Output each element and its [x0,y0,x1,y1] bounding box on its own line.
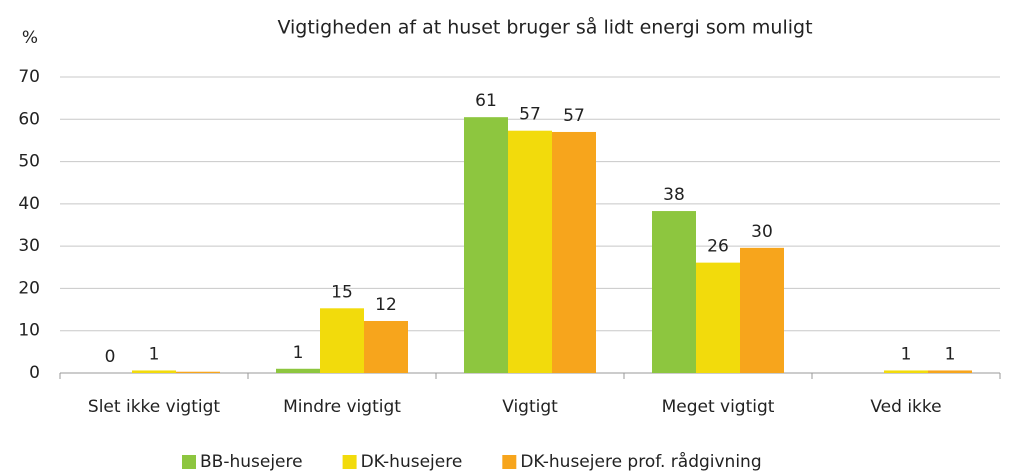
legend-swatch [182,455,196,469]
x-tick-label: Vigtigt [502,397,558,417]
bar [276,368,320,373]
data-label: 26 [707,237,729,257]
data-label: 12 [375,295,397,315]
x-tick-label: Mindre vigtigt [283,397,401,417]
data-label: 15 [331,282,353,302]
y-tick-label: 50 [18,152,40,172]
bar [740,247,784,373]
data-label: 1 [901,344,912,364]
data-label: 57 [519,105,541,125]
y-axis-label: % [22,28,38,48]
bar [176,371,220,373]
bar [132,370,176,373]
data-label: 38 [663,185,685,205]
x-tick-label: Meget vigtigt [662,397,775,417]
bar [552,131,596,373]
y-tick-label: 70 [18,67,40,87]
data-label: 30 [751,222,773,242]
x-tick-label: Slet ikke vigtigt [88,397,220,417]
legend-swatch [342,455,357,469]
legend-swatch [502,455,517,469]
y-tick-label: 40 [18,194,40,214]
y-tick-label: 20 [18,278,40,298]
bar [464,117,508,374]
y-tick-label: 0 [29,363,40,383]
bar [652,211,696,373]
bar [320,308,364,373]
y-tick-label: 60 [18,109,40,129]
chart-title: Vigtigheden af at huset bruger så lidt e… [277,16,812,39]
y-tick-label: 10 [18,321,40,341]
data-label: 57 [563,106,585,126]
legend-label: DK-husejere prof. rådgivning [520,451,761,472]
bar [696,262,740,373]
legend-label: BB-husejere [200,452,303,472]
bar [884,370,928,373]
bar [364,320,408,373]
data-label: 1 [293,343,304,363]
bar [508,130,552,373]
data-label: 0 [105,347,116,367]
legend-label: DK-husejere [361,452,463,472]
bar [928,370,972,373]
data-label: 1 [945,344,956,364]
data-label: 1 [149,344,160,364]
data-label: 61 [475,91,497,111]
y-tick-label: 30 [18,236,40,256]
x-tick-label: Ved ikke [870,397,941,417]
